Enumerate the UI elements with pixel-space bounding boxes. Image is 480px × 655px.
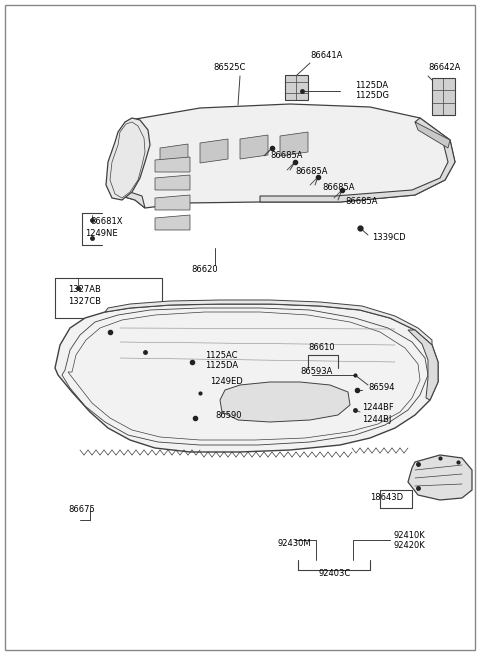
Polygon shape [240, 135, 268, 159]
Polygon shape [200, 139, 228, 163]
Polygon shape [285, 75, 308, 100]
Text: 1244BJ: 1244BJ [362, 415, 391, 424]
Text: 1125DG: 1125DG [355, 90, 389, 100]
Text: 86681X: 86681X [90, 217, 122, 227]
Text: 86685A: 86685A [322, 183, 355, 193]
Text: 1339CD: 1339CD [372, 233, 406, 242]
Text: 1327CB: 1327CB [68, 297, 101, 305]
Text: 86594: 86594 [368, 383, 395, 392]
Text: 92403C: 92403C [319, 569, 351, 578]
Polygon shape [432, 78, 455, 115]
Text: 1125DA: 1125DA [355, 81, 388, 90]
Text: 86675: 86675 [68, 506, 95, 514]
Polygon shape [408, 330, 438, 400]
Text: 86685A: 86685A [295, 168, 327, 176]
Polygon shape [55, 304, 438, 452]
Polygon shape [415, 122, 450, 148]
Polygon shape [220, 382, 350, 422]
Polygon shape [106, 118, 150, 200]
Text: 92410K: 92410K [393, 531, 425, 540]
Polygon shape [105, 300, 432, 345]
Text: 92420K: 92420K [393, 542, 425, 550]
Text: 86620: 86620 [192, 265, 218, 274]
Text: 86685A: 86685A [270, 151, 302, 160]
Text: 1249NE: 1249NE [85, 229, 118, 238]
Text: 86641A: 86641A [310, 50, 342, 60]
Polygon shape [110, 104, 455, 208]
Text: 1249ED: 1249ED [210, 377, 243, 386]
Text: 86593A: 86593A [300, 367, 332, 377]
Text: 86610: 86610 [308, 343, 335, 352]
Polygon shape [155, 157, 190, 172]
Text: 86590: 86590 [215, 411, 241, 419]
Polygon shape [155, 195, 190, 210]
Text: 86525C: 86525C [214, 64, 246, 73]
Polygon shape [88, 318, 152, 375]
Polygon shape [280, 132, 308, 156]
Text: 92430M: 92430M [278, 540, 312, 548]
Polygon shape [155, 175, 190, 190]
Polygon shape [408, 455, 472, 500]
Text: 18643D: 18643D [370, 493, 403, 502]
Polygon shape [155, 215, 190, 230]
Polygon shape [160, 144, 188, 168]
Polygon shape [110, 138, 145, 208]
Text: 86685A: 86685A [345, 198, 377, 206]
Text: 1327AB: 1327AB [68, 286, 101, 295]
Text: 1125AC: 1125AC [205, 350, 238, 360]
Text: 1125DA: 1125DA [205, 362, 238, 371]
Polygon shape [260, 118, 455, 202]
Text: 86642A: 86642A [428, 64, 460, 73]
Text: 1244BF: 1244BF [362, 403, 394, 413]
